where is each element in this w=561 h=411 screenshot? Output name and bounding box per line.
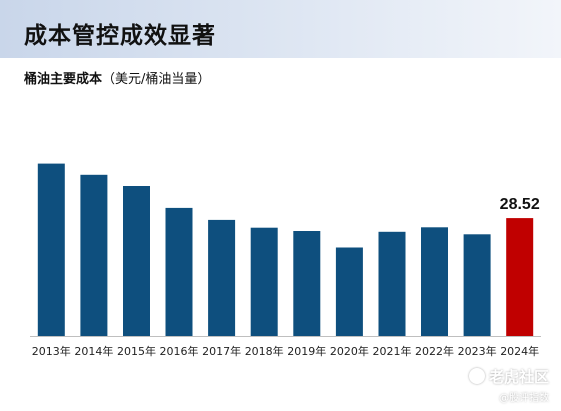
- x-tick-label: 2013年: [32, 344, 71, 358]
- chart-subtitle: 桶油主要成本（美元/桶油当量）: [24, 68, 210, 87]
- slide-title: 成本管控成效显著: [24, 23, 216, 49]
- subtitle-bold: 桶油主要成本: [24, 72, 103, 87]
- bar-2016年: [165, 207, 193, 336]
- bar-2021年: [378, 231, 406, 336]
- bar-2024年: [506, 218, 534, 336]
- data-label: 28.52: [500, 196, 540, 213]
- bar-2023年: [463, 234, 491, 336]
- x-tick-label: 2023年: [458, 344, 497, 358]
- x-tick-label: 2016年: [160, 344, 199, 358]
- x-tick-label: 2021年: [373, 344, 412, 358]
- tiger-logo-icon: [468, 368, 485, 384]
- x-tick-label: 2014年: [74, 344, 113, 358]
- bar-2015年: [123, 186, 150, 336]
- bar-2022年: [421, 227, 448, 336]
- watermark-main: 老虎社区: [488, 368, 549, 386]
- bar-2020年: [335, 247, 363, 336]
- x-tick-label: 2017年: [202, 344, 241, 358]
- x-tick-label: 2015年: [117, 344, 156, 358]
- x-tick-label: 2019年: [287, 344, 326, 358]
- title-band: 成本管控成效显著: [0, 0, 561, 58]
- bar-2013年: [37, 163, 65, 336]
- bar-2014年: [80, 174, 108, 336]
- watermark-sub: @股评指数: [499, 393, 549, 404]
- x-tick-label: 2018年: [245, 344, 284, 358]
- x-tick-label: 2022年: [415, 344, 454, 358]
- bar-2017年: [208, 219, 236, 336]
- bar-2019年: [293, 231, 321, 336]
- watermark: 老虎社区 @股评指数: [468, 366, 549, 404]
- subtitle-unit: （美元/桶油当量）: [102, 72, 211, 87]
- bar-2018年: [250, 227, 278, 336]
- x-tick-label: 2020年: [330, 344, 369, 358]
- x-tick-label: 2024年: [500, 344, 539, 358]
